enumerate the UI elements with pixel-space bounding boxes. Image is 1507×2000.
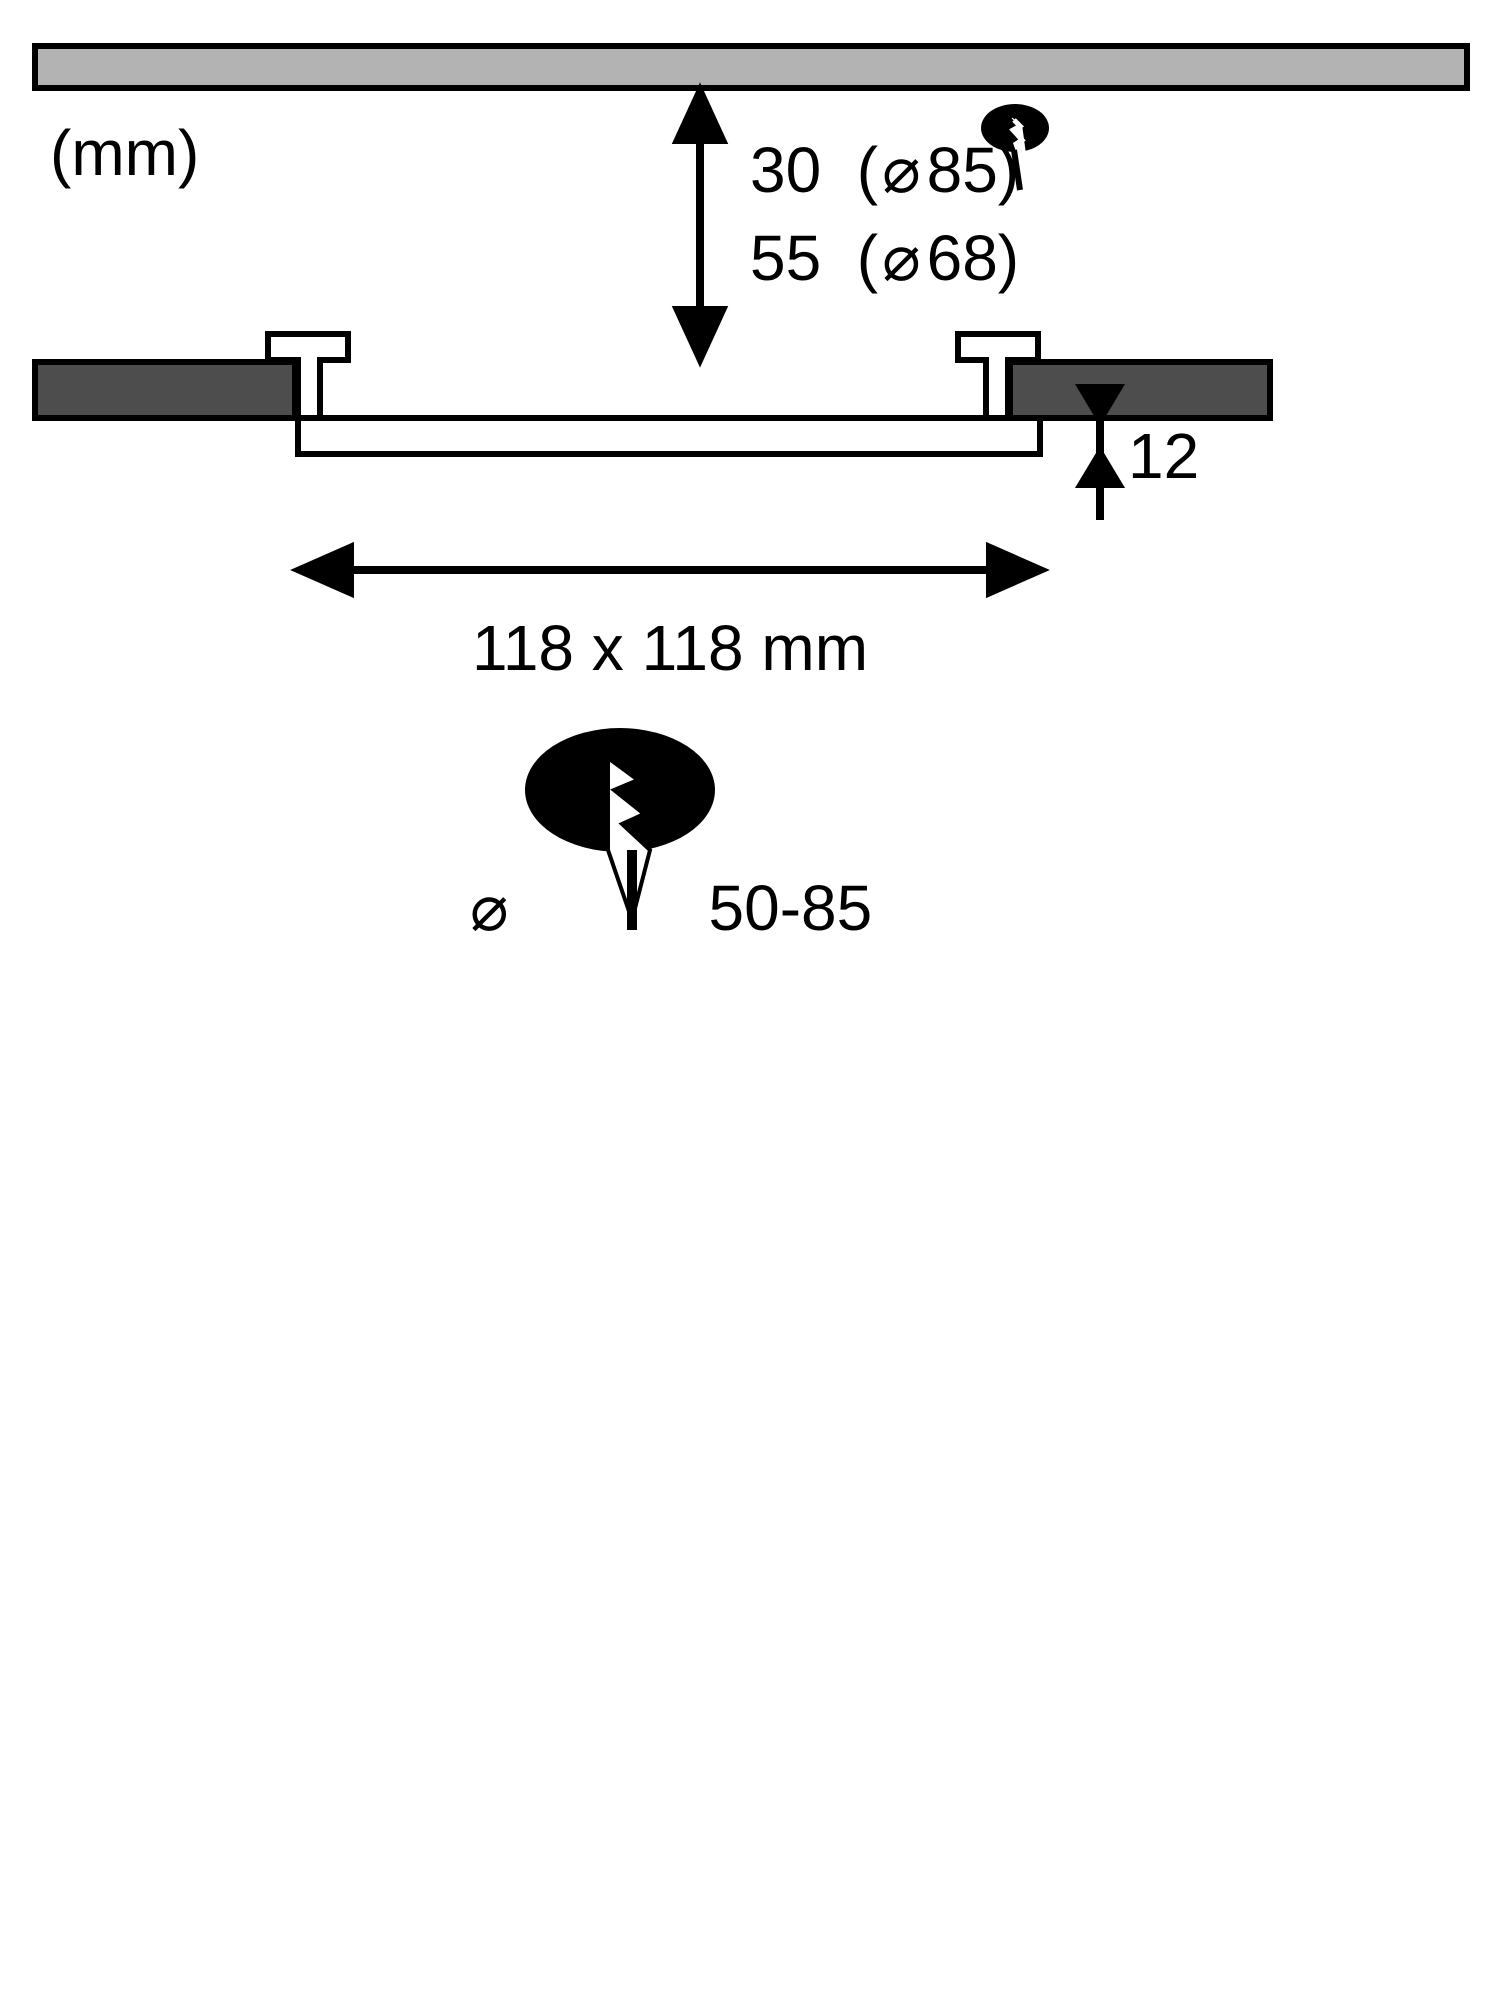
width-label: 118 x 118 mm bbox=[472, 612, 868, 684]
unit-label: (mm) bbox=[50, 117, 199, 189]
panel-body bbox=[298, 418, 1040, 454]
cutout-icon bbox=[525, 728, 715, 930]
depth-arrow bbox=[678, 92, 722, 358]
depth2-diam: 68 bbox=[927, 222, 998, 294]
depth1-value: 30 bbox=[750, 134, 821, 206]
thickness-value: 12 bbox=[1128, 420, 1199, 492]
depth-line2: 55 (⌀68) bbox=[750, 222, 1019, 294]
depth1-diam: 85 bbox=[927, 134, 998, 206]
cutout-value: 50-85 bbox=[709, 872, 873, 944]
ceiling-bar bbox=[35, 46, 1467, 88]
width-arrow bbox=[300, 548, 1040, 592]
depth2-value: 55 bbox=[750, 222, 821, 294]
technical-diagram: (mm) 30 (⌀85) 55 (⌀68) 12 bbox=[0, 0, 1507, 2000]
depth-line1: 30 (⌀85) bbox=[750, 134, 1019, 206]
cutout-label: ⌀50-85 bbox=[470, 872, 872, 944]
mount-left bbox=[35, 362, 295, 418]
mount-right bbox=[1010, 362, 1270, 418]
